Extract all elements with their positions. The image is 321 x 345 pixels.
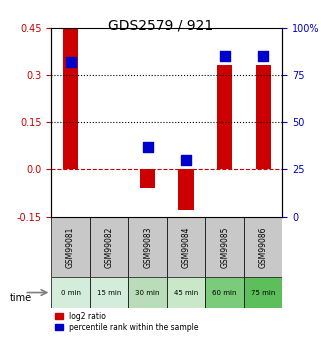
- Bar: [140, 169, 155, 188]
- Text: GSM99084: GSM99084: [182, 226, 191, 268]
- FancyBboxPatch shape: [244, 217, 282, 277]
- Text: GSM99083: GSM99083: [143, 226, 152, 268]
- FancyBboxPatch shape: [244, 277, 282, 308]
- Bar: [63, 28, 78, 169]
- Text: GSM99086: GSM99086: [259, 226, 268, 268]
- Point: [261, 53, 266, 59]
- FancyBboxPatch shape: [167, 277, 205, 308]
- Text: 60 min: 60 min: [213, 289, 237, 296]
- FancyBboxPatch shape: [51, 217, 90, 277]
- FancyBboxPatch shape: [90, 277, 128, 308]
- Text: 45 min: 45 min: [174, 289, 198, 296]
- Legend: log2 ratio, percentile rank within the sample: log2 ratio, percentile rank within the s…: [55, 312, 198, 332]
- Bar: [178, 169, 194, 210]
- FancyBboxPatch shape: [90, 217, 128, 277]
- FancyBboxPatch shape: [205, 217, 244, 277]
- Text: GSM99085: GSM99085: [220, 226, 229, 268]
- Text: time: time: [10, 294, 32, 303]
- Text: 15 min: 15 min: [97, 289, 121, 296]
- FancyBboxPatch shape: [205, 277, 244, 308]
- Text: 75 min: 75 min: [251, 289, 275, 296]
- Text: GSM99082: GSM99082: [105, 226, 114, 268]
- Text: GDS2579 / 921: GDS2579 / 921: [108, 19, 213, 33]
- Point: [145, 144, 150, 149]
- Point: [68, 59, 73, 65]
- FancyBboxPatch shape: [51, 277, 90, 308]
- FancyBboxPatch shape: [128, 217, 167, 277]
- Point: [184, 157, 189, 162]
- Bar: [256, 66, 271, 169]
- FancyBboxPatch shape: [167, 217, 205, 277]
- Point: [222, 53, 227, 59]
- Text: GSM99081: GSM99081: [66, 226, 75, 268]
- Text: 30 min: 30 min: [135, 289, 160, 296]
- Bar: [217, 66, 232, 169]
- Text: 0 min: 0 min: [61, 289, 81, 296]
- FancyBboxPatch shape: [128, 277, 167, 308]
